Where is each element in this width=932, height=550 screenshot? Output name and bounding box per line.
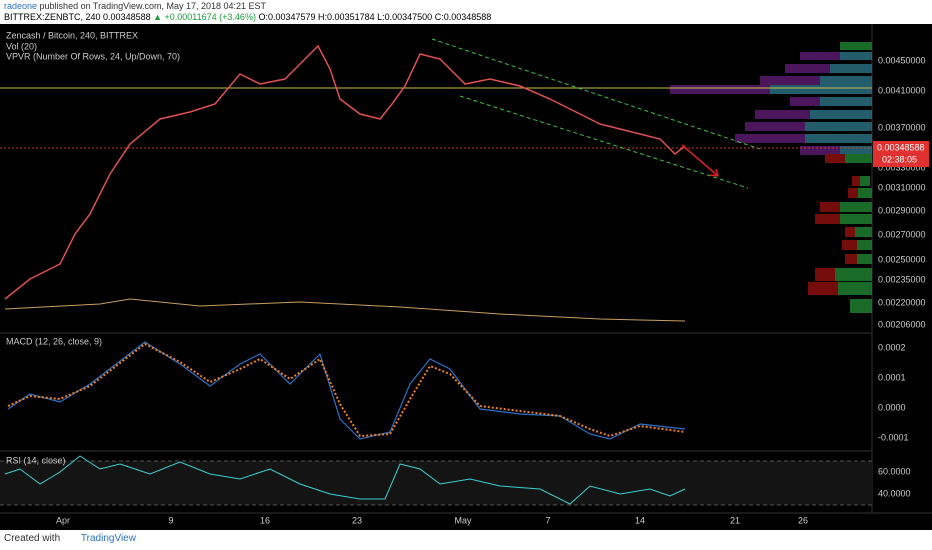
high: H:0.00351784: [318, 12, 375, 22]
date-label: 21: [730, 515, 740, 525]
macd-label: -0.0001: [878, 432, 909, 442]
price-label: 0.00206000: [878, 319, 926, 329]
legend: MACD (12, 26, close, 9): [6, 336, 102, 346]
legend: VPVR (Number Of Rows, 24, Up/Down, 70): [6, 51, 180, 61]
date-label: May: [454, 515, 472, 525]
channel: [459, 95, 749, 189]
low: L:0.00347500: [377, 12, 433, 22]
rsi-band: [0, 461, 872, 505]
volume-ma: [4, 298, 686, 322]
date-label: 7: [545, 515, 550, 525]
macd-label: 0.0000: [878, 402, 906, 412]
publisher[interactable]: radeone: [4, 1, 38, 11]
countdown: 02:38:05: [882, 154, 917, 164]
rsi: [4, 455, 686, 505]
price-label: 0.00330000: [878, 162, 926, 172]
created: Created with: [4, 533, 61, 544]
price-label: 0.00270000: [878, 229, 926, 239]
date-label: Apr: [56, 515, 70, 525]
symbol-line: BITTREX:ZENBTC, 240 0.00348588 ▲ +0.0001…: [4, 12, 491, 22]
macd-label: 0.0002: [878, 342, 906, 352]
brand[interactable]: TradingView: [80, 533, 136, 544]
macd: [7, 341, 686, 440]
date-label: 26: [798, 515, 808, 525]
open: O:0.00347579: [258, 12, 316, 22]
change: ▲ +0.00011674 (+3.46%): [153, 12, 256, 22]
last: 0.00348588: [103, 12, 151, 22]
price-label: 0.00310000: [878, 182, 926, 192]
symbol: BITTREX:ZENBTC, 240: [4, 12, 101, 22]
legend: RSI (14, close): [6, 455, 66, 465]
price-label: 0.00220000: [878, 297, 926, 307]
legend: Vol (20): [6, 41, 37, 51]
date-label: 14: [635, 515, 645, 525]
price: [4, 44, 686, 300]
date-label: 9: [168, 515, 173, 525]
arrow: [681, 144, 719, 177]
background: [0, 24, 932, 530]
rsi-label: 60.0000: [878, 466, 911, 476]
footer: Created with TradingView: [4, 533, 136, 544]
macd-label: 0.0001: [878, 372, 906, 382]
vpvr: [670, 42, 872, 313]
price-label: 0.00235000: [878, 274, 926, 284]
countdown-box: [873, 154, 929, 167]
price-box: [873, 141, 929, 155]
macd-signal: [7, 342, 686, 438]
publish-line: radeone published on TradingView.com, Ma…: [4, 1, 266, 11]
close: C:0.00348588: [434, 12, 492, 22]
date-label: 23: [352, 515, 362, 525]
date-label: 16: [260, 515, 270, 525]
legend: Zencash / Bitcoin, 240, BITTREX: [6, 30, 138, 40]
current-price: 0.00348588: [877, 142, 925, 152]
published: published on TradingView.com, May 17, 20…: [39, 1, 267, 11]
rsi-label: 40.0000: [878, 488, 911, 498]
price-label: 0.00450000: [878, 55, 926, 65]
price-label: 0.00290000: [878, 205, 926, 215]
price-label: 0.00410000: [878, 85, 926, 95]
price-label: 0.00370000: [878, 122, 926, 132]
price-label: 0.00250000: [878, 254, 926, 264]
channel: [431, 38, 761, 150]
